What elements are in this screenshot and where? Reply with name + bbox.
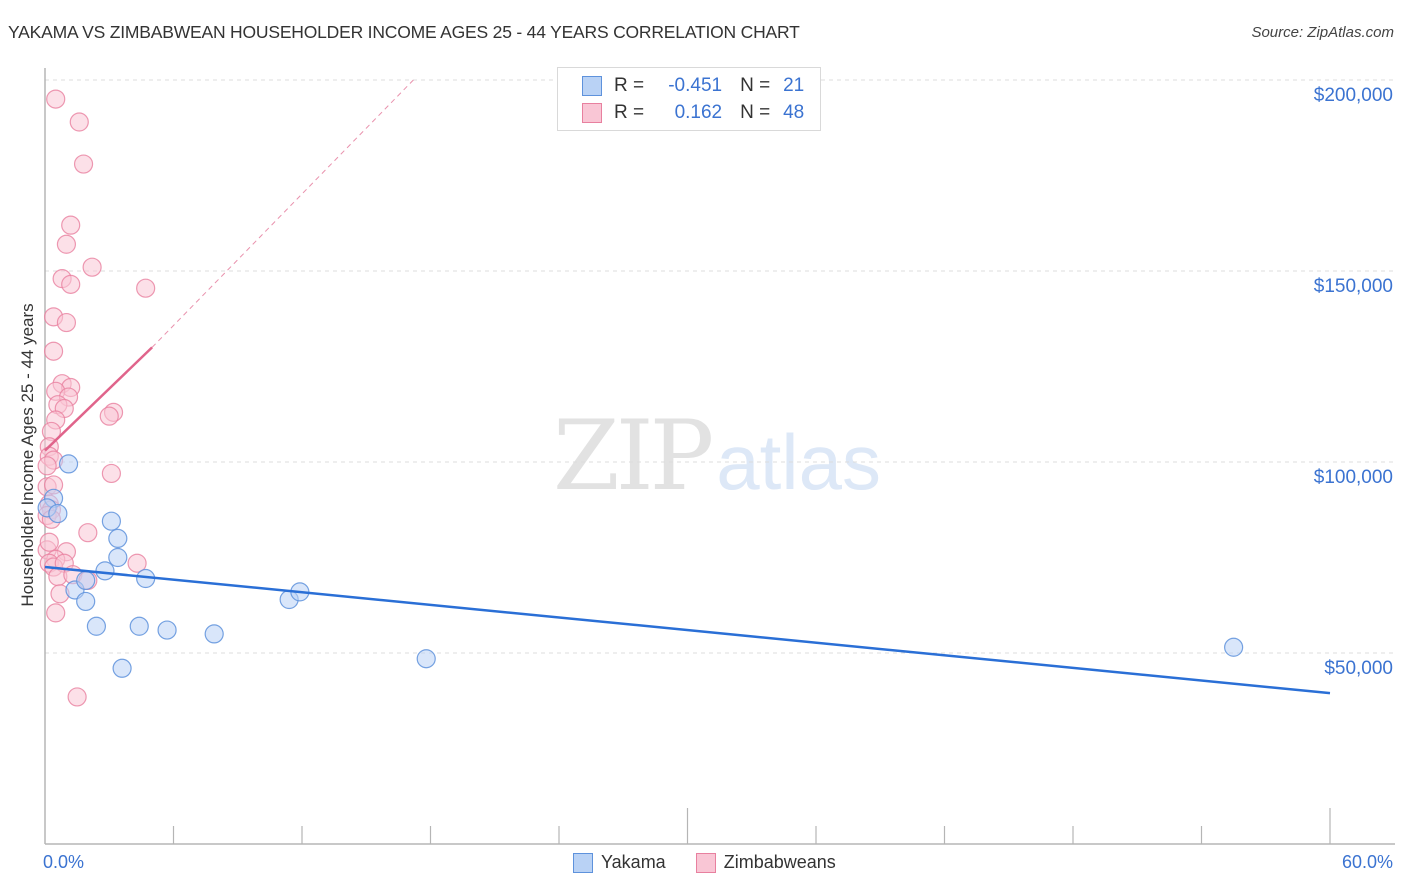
zimbabwean-point bbox=[46, 603, 66, 623]
yakama-point bbox=[101, 511, 121, 531]
yakama-swatch bbox=[582, 76, 602, 96]
yakama-point bbox=[95, 561, 115, 581]
yakama-point bbox=[129, 616, 149, 636]
chart-title: YAKAMA VS ZIMBABWEAN HOUSEHOLDER INCOME … bbox=[8, 22, 800, 42]
yakama-point bbox=[108, 528, 128, 549]
yakama-point bbox=[1224, 637, 1244, 657]
yakama-point bbox=[204, 624, 224, 644]
y-tick-200000: $200,000 bbox=[1313, 85, 1393, 106]
zimbabwean-point bbox=[56, 312, 77, 333]
zimbabwean-point bbox=[61, 215, 81, 235]
zimbabwean-point bbox=[39, 532, 59, 552]
zimbabwean-point bbox=[82, 257, 102, 277]
y-tick-150000: $150,000 bbox=[1313, 276, 1393, 297]
yakama-point bbox=[58, 454, 79, 474]
source-label: Source: ZipAtlas.com bbox=[1251, 24, 1394, 41]
zimbabwean-point bbox=[37, 456, 57, 476]
zimbabwean-trend-line bbox=[44, 346, 153, 452]
legend-item-zimbabweans[interactable]: Zimbabweans bbox=[695, 852, 836, 873]
x-tick-max: 60.0% bbox=[1341, 852, 1393, 872]
yakama-r-value: -0.451 bbox=[668, 75, 723, 96]
zimbabwean-point bbox=[136, 278, 156, 298]
zimbabwean-point bbox=[43, 341, 64, 361]
zimbabwean-point bbox=[99, 406, 119, 426]
zimbabwean-point bbox=[73, 154, 94, 174]
zimbabwean-point bbox=[101, 463, 121, 484]
zimbabwean-point bbox=[46, 89, 66, 109]
yakama-legend-swatch bbox=[573, 852, 593, 873]
legend-row-zimbabwean: R = 0.162 N = 48 bbox=[582, 100, 804, 126]
yakama-n-value: 21 bbox=[783, 75, 805, 96]
yakama-point bbox=[76, 591, 96, 612]
zimbabwean-point bbox=[127, 553, 147, 573]
yakama-point bbox=[76, 570, 96, 591]
series-legend: Yakama Zimbabweans bbox=[573, 852, 866, 873]
y-axis-label: Householder Income Ages 25 - 44 years bbox=[18, 303, 37, 607]
zimbabwean-n-value: 48 bbox=[783, 102, 805, 123]
yakama-point bbox=[108, 547, 128, 568]
zimbabwean-point bbox=[67, 687, 87, 707]
x-tick-min: 0.0% bbox=[43, 852, 85, 872]
yakama-point bbox=[86, 616, 107, 636]
yakama-point bbox=[112, 658, 132, 678]
yakama-trend-line bbox=[44, 565, 1331, 695]
zimbabwean-point bbox=[78, 523, 98, 543]
zimbabwean-trend-extension bbox=[151, 79, 414, 348]
correlation-legend: R = -0.451 N = 21 R = 0.162 N = 48 bbox=[557, 67, 821, 131]
y-tick-100000: $100,000 bbox=[1313, 467, 1393, 488]
yakama-point bbox=[416, 649, 436, 669]
legend-item-yakama[interactable]: Yakama bbox=[573, 852, 666, 873]
zimbabwean-legend-swatch bbox=[695, 852, 716, 873]
legend-row-yakama: R = -0.451 N = 21 bbox=[582, 73, 804, 99]
zimbabwean-swatch bbox=[582, 103, 602, 123]
yakama-point bbox=[157, 620, 177, 640]
zimbabwean-r-value: 0.162 bbox=[674, 102, 723, 123]
y-tick-50000: $50,000 bbox=[1324, 658, 1393, 679]
zimbabwean-point bbox=[61, 274, 81, 294]
zimbabwean-point bbox=[56, 234, 77, 254]
zimbabwean-point bbox=[69, 112, 89, 132]
yakama-point bbox=[48, 503, 68, 524]
